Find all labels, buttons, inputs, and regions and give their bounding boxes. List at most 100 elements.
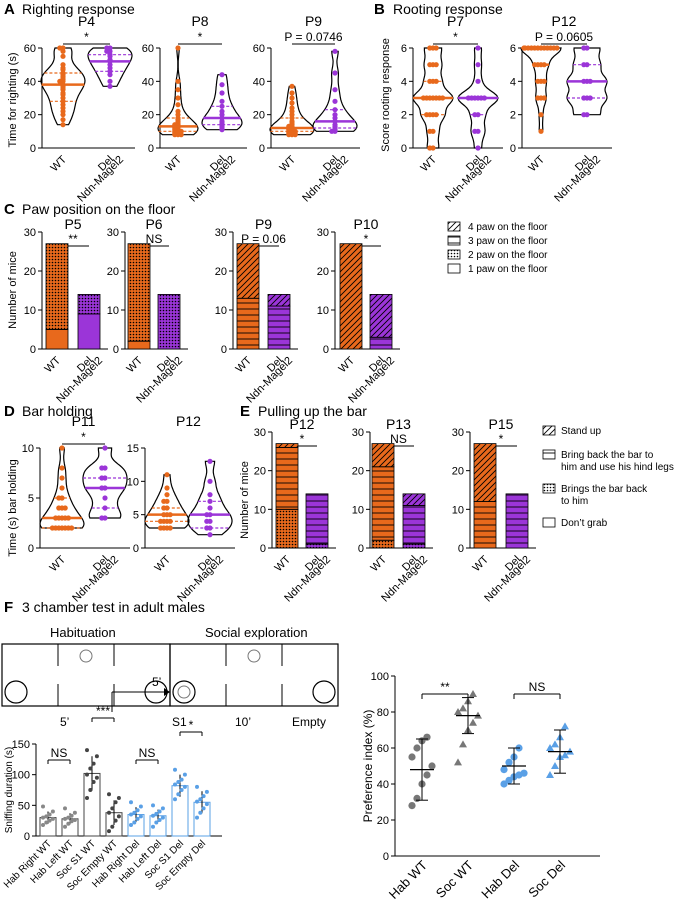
arrow-time-label: 5’ [152,675,161,689]
c-p6-y-tick-label: 30 [107,227,119,239]
pref-point [561,751,569,759]
sniff-point [160,806,165,811]
a-p8-del-point [219,103,225,109]
c-p6-sig-label: NS [146,232,163,246]
d-p12-del-point [207,505,213,511]
pref-point [469,690,477,697]
a-p9-wt-point [286,132,292,138]
c-p9-y-tick-label: 10 [215,305,227,317]
b-p12-del-point [581,62,587,68]
sniff-point [47,818,52,823]
e-p15-title: P15 [489,416,514,432]
a-p4-wt-point [60,53,66,59]
pref-y-tick-label: 40 [377,779,389,791]
a-p9-del-point [332,48,338,54]
d-p11-y-tick-label: 0 [28,543,34,555]
sniff-sig-label: NS [139,746,156,760]
c-p6-y-tick-label: 10 [107,305,119,317]
d-p11-wt-point [53,515,59,521]
c-legend-label: 1 paw on the floor [468,264,548,275]
d-p11-wt-point [56,505,62,511]
sniff-point [107,792,111,797]
sniff-point [129,822,133,827]
a-p4-wt-point [60,122,66,128]
b-p7-del-point [481,95,487,101]
a-p4-sig-label: * [84,30,89,44]
c-p10-del-bar-seg [369,293,393,338]
c-legend-label: 4 paw on the floor [468,222,548,233]
sniff-point [41,822,45,827]
d-p11-del-point [102,505,108,511]
empty-label: Empty [292,715,326,729]
e-p15-del-bar-seg [505,493,529,549]
c-p6-x-wt: WT [125,354,146,375]
a-p8-x-wt: WT [164,153,185,174]
pref-point [469,718,477,726]
a-p9-del-point [332,70,338,76]
d-p11-del-point [99,465,105,471]
e-legend-label: Don’t grab [561,518,608,529]
sniff-point [176,792,181,797]
sniff-point [72,818,77,823]
c-p5-y-tick-label: 10 [24,305,36,317]
sniff-point [151,824,155,829]
d-p11-del-violin [82,447,128,519]
e-p13-y-tick-label: 30 [352,427,364,439]
e-p12-wt-bar-seg [275,443,299,448]
pref-point [500,780,508,788]
panel-e-letter: E [240,403,250,420]
d-p12-wt-point [164,485,170,491]
b-p7-del-point [475,62,481,68]
b-p7-y-tick-label: 6 [401,43,407,55]
pref-point [408,753,416,761]
sniff-point [88,788,93,792]
panel-d-letter: D [4,403,15,420]
b-p12-wt-point [541,62,547,68]
d-p11-wt-point [59,465,65,471]
pref-x-label: Soc WT [433,857,476,900]
a-p9-y-tick-label: 40 [253,76,265,88]
d-p12-del-point [207,532,213,538]
a-p8-wt-point [175,87,181,93]
b-p7-wt-point [433,78,439,84]
sniff-y-tick-label: 150 [12,739,30,751]
hab-mouse-icon [79,649,93,663]
b-p7-wt-point [433,45,439,51]
c-p9-y-tick-label: 0 [221,344,227,356]
c-p9-x-wt: WT [234,354,255,375]
d-p11-y-tick-label: 5 [28,493,34,505]
a-p8-del-point [219,127,225,133]
d-p12-wt-point [161,512,167,518]
b-p7-del-point [472,112,478,118]
b-p7-wt-point [433,112,439,118]
b-p12-y-tick-label: 4 [510,76,516,88]
b-p12-del-point [587,95,593,101]
panel-c-title: Paw position on the floor [22,201,176,217]
sniff-point [135,816,140,821]
b-p12-sig-label: P = 0.0605 [535,30,593,44]
e-legend-swatch [542,425,556,436]
b-p12-del-point [581,95,587,101]
d-p12-wt-point [158,518,164,524]
b-p12-wt-point [554,45,560,51]
sniff-point [132,810,137,815]
c-p5-wt-bar-seg [45,243,69,330]
sniff-point [204,802,209,807]
sniff-point [154,820,159,825]
a-p8-del-point [219,98,225,104]
soc-time-label: 10’ [235,715,251,729]
sniff-point [85,748,89,753]
c-p5-sig-label: ** [68,232,78,246]
c-p6-wt-bar-seg [127,243,151,342]
b-p7-wt-point [424,112,430,118]
sniff-ylabel: Sniffing duration (s) [4,747,15,834]
pref-point [459,704,467,712]
soc-mouse-icon [247,649,261,663]
d-p12-wt-point [164,472,170,478]
sniff-point [195,784,199,789]
sniff-point [138,804,143,809]
c-p10-y-tick-label: 10 [317,305,329,317]
sniff-point [94,775,99,780]
d-p11-wt-point [59,485,65,491]
c-p9-del-bar-seg [267,293,291,307]
